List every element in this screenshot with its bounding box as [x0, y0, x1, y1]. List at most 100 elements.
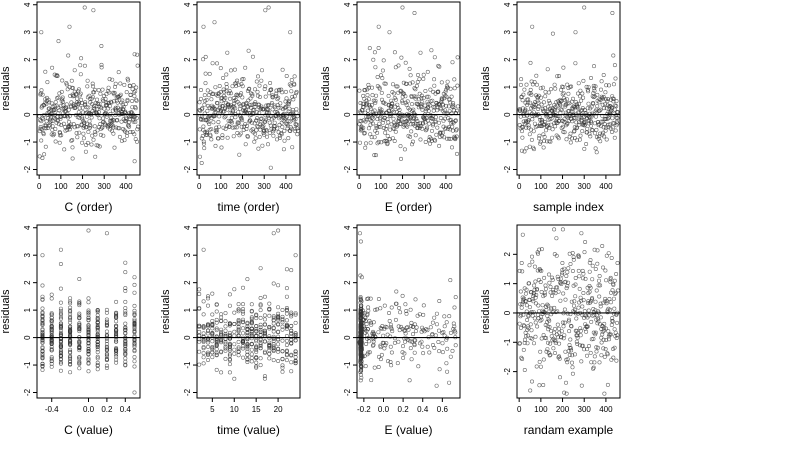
- data-point: [412, 123, 417, 128]
- data-point: [368, 140, 373, 145]
- data-point: [276, 105, 281, 110]
- data-point: [568, 131, 573, 136]
- data-point: [40, 327, 45, 332]
- data-point: [262, 339, 267, 344]
- data-point: [528, 388, 533, 393]
- data-point: [210, 345, 215, 350]
- data-point: [258, 342, 263, 347]
- data-point: [128, 130, 133, 135]
- data-point: [560, 92, 565, 97]
- data-point: [568, 323, 573, 328]
- data-point: [80, 115, 85, 120]
- data-point: [201, 24, 206, 29]
- data-point: [437, 143, 442, 148]
- data-point: [276, 329, 281, 334]
- data-point: [400, 293, 405, 298]
- data-point: [104, 345, 109, 350]
- data-point: [214, 130, 219, 135]
- data-point: [239, 116, 244, 121]
- data-point: [104, 319, 109, 324]
- data-point: [580, 343, 585, 348]
- data-point: [93, 87, 98, 92]
- data-point: [518, 289, 523, 294]
- data-point: [359, 328, 364, 333]
- data-point: [590, 113, 595, 118]
- data-point: [359, 125, 364, 130]
- data-point: [95, 97, 100, 102]
- data-point: [72, 68, 77, 73]
- data-point: [123, 286, 128, 291]
- data-point: [55, 74, 60, 79]
- data-point: [264, 134, 269, 139]
- data-point: [361, 105, 366, 110]
- data-point: [218, 90, 223, 95]
- data-point: [517, 321, 522, 326]
- data-point: [577, 343, 582, 348]
- data-point: [530, 24, 535, 29]
- data-point: [132, 390, 137, 395]
- data-point: [414, 325, 419, 330]
- data-point: [41, 117, 46, 122]
- data-point: [437, 349, 442, 354]
- data-point: [358, 378, 363, 383]
- data-point: [570, 119, 575, 124]
- data-point: [67, 24, 72, 29]
- data-point: [563, 104, 568, 109]
- data-point: [591, 64, 596, 69]
- data-point: [403, 60, 408, 65]
- data-point: [572, 128, 577, 133]
- data-point: [239, 82, 244, 87]
- data-point: [77, 100, 82, 105]
- data-point: [538, 349, 543, 354]
- data-point: [412, 343, 417, 348]
- data-point: [92, 124, 97, 129]
- data-point: [113, 105, 118, 110]
- data-point: [272, 120, 277, 125]
- data-point: [546, 303, 551, 308]
- data-point: [358, 333, 363, 338]
- y-tick-label: -1: [503, 138, 512, 146]
- data-point: [517, 268, 522, 273]
- data-point: [614, 119, 619, 124]
- data-point: [584, 116, 589, 121]
- data-point: [222, 89, 227, 94]
- data-point: [289, 360, 294, 365]
- data-point: [210, 61, 215, 66]
- data-point: [206, 357, 211, 362]
- data-point: [77, 366, 82, 371]
- data-point: [68, 124, 73, 129]
- data-point: [610, 288, 615, 293]
- data-point: [124, 115, 129, 120]
- data-point: [547, 318, 552, 323]
- data-point: [293, 129, 298, 134]
- data-point: [598, 139, 603, 144]
- x-tick-label: 20: [274, 405, 283, 414]
- data-point: [78, 72, 83, 77]
- data-point: [240, 84, 245, 89]
- data-point: [254, 79, 259, 84]
- data-point: [593, 332, 598, 337]
- data-point: [288, 129, 293, 134]
- data-point: [582, 5, 587, 10]
- data-point: [75, 96, 80, 101]
- data-point: [86, 228, 91, 233]
- data-point: [53, 127, 58, 132]
- data-point: [49, 101, 54, 106]
- data-point: [258, 329, 263, 334]
- data-point: [594, 288, 599, 293]
- data-point: [219, 370, 224, 375]
- plot-frame: [36, 1, 141, 176]
- data-point: [403, 302, 408, 307]
- data-point: [284, 96, 289, 101]
- x-tick-label: 0.4: [417, 405, 429, 414]
- data-point: [364, 341, 369, 346]
- data-point: [49, 358, 54, 363]
- data-point: [251, 111, 256, 116]
- data-point: [40, 313, 45, 318]
- data-point: [554, 236, 559, 241]
- data-point: [440, 97, 445, 102]
- data-point: [549, 275, 554, 280]
- data-point: [527, 305, 532, 310]
- data-point: [199, 136, 204, 141]
- data-point: [86, 338, 91, 343]
